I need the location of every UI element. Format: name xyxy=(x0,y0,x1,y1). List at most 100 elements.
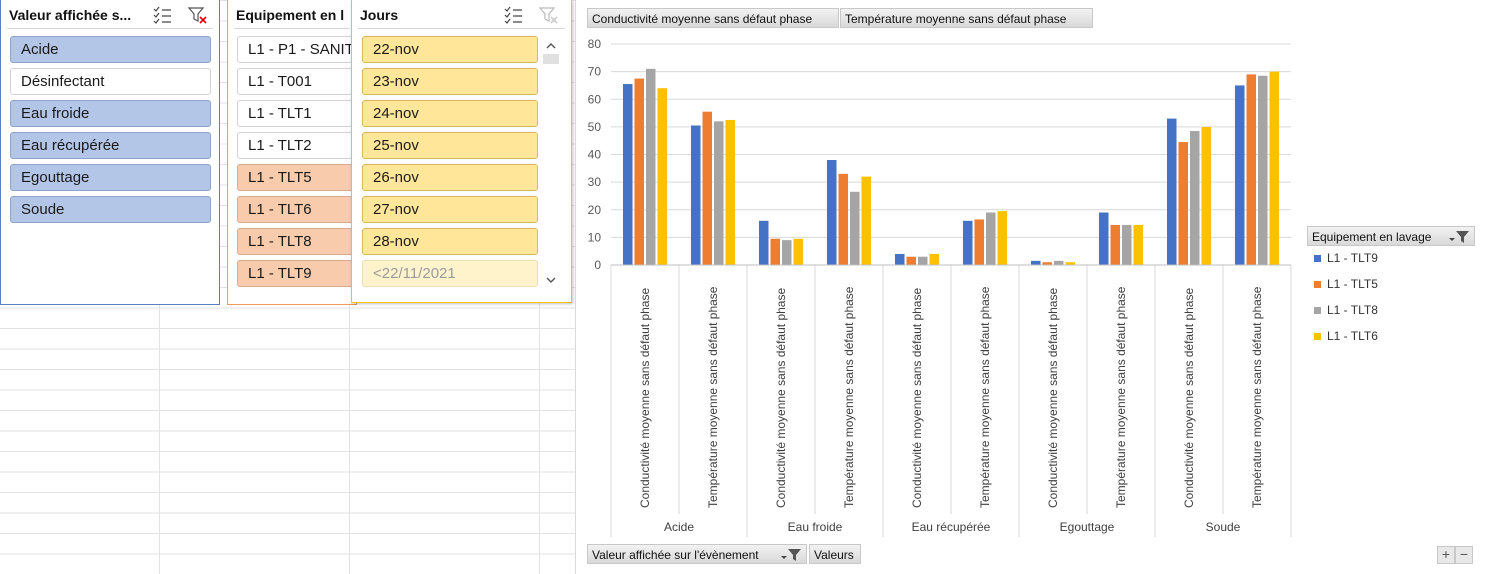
pivot-chart[interactable]: Conductivité moyenne sans défaut phase T… xyxy=(575,0,1487,574)
slicer-item[interactable]: Acide xyxy=(10,36,211,63)
bar xyxy=(1110,224,1120,265)
bar xyxy=(691,125,701,266)
slicer-item[interactable]: Eau récupérée xyxy=(10,132,211,159)
slicer-scrollbar[interactable] xyxy=(542,36,560,292)
slicer-item[interactable]: Désinfectant xyxy=(10,68,211,95)
slicer-title: Jours xyxy=(360,7,399,23)
bar xyxy=(918,256,928,265)
legend-label: L1 - TLT8 xyxy=(1327,303,1378,317)
values-field-button[interactable]: Valeurs xyxy=(809,544,861,564)
bar xyxy=(1054,260,1064,265)
filter-dropdown-icon[interactable] xyxy=(1448,230,1470,244)
y-tick-label: 60 xyxy=(588,92,602,106)
bar xyxy=(657,88,667,265)
bar xyxy=(997,211,1007,265)
bar xyxy=(623,84,633,266)
multi-select-icon[interactable] xyxy=(151,5,173,25)
bar xyxy=(827,160,837,265)
chart-plot: 0 10 20 30 40 50 60 70 80 Conductivité moyenne sa… xyxy=(588,37,1292,537)
bar xyxy=(782,240,792,265)
bar xyxy=(1190,131,1200,265)
axis-field-button[interactable]: Valeur affichée sur l'évènement xyxy=(587,544,807,564)
bar xyxy=(838,173,848,265)
slicer-jours[interactable]: Jours 22-nov 23-nov 24-nov 25-nov 26-nov 27-n… xyxy=(351,0,572,303)
legend-swatch xyxy=(1314,281,1321,289)
y-tick-label: 80 xyxy=(588,37,602,51)
slicer-item[interactable]: Soude xyxy=(10,196,211,223)
legend-swatch xyxy=(1314,255,1321,263)
slicer-item[interactable]: L1 - TLT8 xyxy=(237,228,372,255)
bar xyxy=(850,191,860,265)
slicer-item[interactable]: L1 - P1 - SANIT xyxy=(237,36,372,63)
y-tick-label: 20 xyxy=(588,203,602,217)
field-button-conductivite[interactable]: Conductivité moyenne sans défaut phase xyxy=(587,8,839,28)
bar xyxy=(1122,224,1132,265)
x-sub-label: Conductivité moyenne sans défaut phase xyxy=(638,288,652,508)
legend-field-button[interactable]: Equipement en lavage xyxy=(1307,226,1475,246)
bar xyxy=(1065,262,1075,265)
slicer-item[interactable]: <22/11/2021 xyxy=(362,260,538,287)
x-sub-label: Température moyenne sans défaut phase xyxy=(1114,286,1128,508)
x-sub-label: Température moyenne sans défaut phase xyxy=(842,286,856,508)
x-sub-label: Conductivité moyenne sans défaut phase xyxy=(1182,288,1196,508)
slicer-item[interactable]: L1 - TLT9 xyxy=(237,260,372,287)
x-group-label: Eau froide xyxy=(788,520,843,534)
y-tick-label: 50 xyxy=(588,120,602,134)
slicer-title: Valeur affichée s... xyxy=(9,7,132,23)
scroll-up-icon xyxy=(546,43,556,49)
slicer-item[interactable]: L1 - TLT5 xyxy=(237,164,372,191)
bar xyxy=(906,256,916,265)
slicer-item[interactable]: 25-nov xyxy=(362,132,538,159)
bar xyxy=(759,220,769,265)
slicer-item[interactable]: L1 - T001 xyxy=(237,68,372,95)
axis-field-label: Valeur affichée sur l'évènement xyxy=(592,548,759,562)
bar xyxy=(974,219,984,265)
expand-field-button[interactable]: + xyxy=(1437,546,1455,564)
y-tick-label: 0 xyxy=(594,258,601,272)
multi-select-icon[interactable] xyxy=(502,5,524,25)
x-group-label: Acide xyxy=(664,520,694,534)
slicer-item[interactable]: 26-nov xyxy=(362,164,538,191)
slicer-item[interactable]: 22-nov xyxy=(362,36,538,63)
bar xyxy=(646,68,656,265)
legend-label: L1 - TLT9 xyxy=(1327,251,1378,265)
slicer-item[interactable]: 27-nov xyxy=(362,196,538,223)
x-sub-label: Température moyenne sans défaut phase xyxy=(978,286,992,508)
slicer-item[interactable]: 24-nov xyxy=(362,100,538,127)
slicer-item[interactable]: 28-nov xyxy=(362,228,538,255)
clear-filter-icon[interactable] xyxy=(538,5,560,25)
slicer-item[interactable]: 23-nov xyxy=(362,68,538,95)
bar xyxy=(770,238,780,265)
legend-field-label: Equipement en lavage xyxy=(1312,230,1432,244)
bar xyxy=(1201,126,1211,265)
x-group-label: Soude xyxy=(1206,520,1241,534)
field-button-temperature[interactable]: Température moyenne sans défaut phase xyxy=(840,8,1093,28)
slicer-valeur-affichee[interactable]: Valeur affichée s... Acide Désinfectant Ea… xyxy=(0,0,220,305)
collapse-field-button[interactable]: − xyxy=(1455,546,1473,564)
bar xyxy=(725,119,735,265)
clear-filter-icon[interactable] xyxy=(187,5,209,25)
x-sub-label: Température moyenne sans défaut phase xyxy=(1250,286,1264,508)
legend-entry: L1 - TLT8 xyxy=(1314,303,1378,317)
bar xyxy=(1167,118,1177,266)
bar xyxy=(1269,71,1279,265)
x-sub-label: Température moyenne sans défaut phase xyxy=(706,286,720,508)
y-tick-label: 10 xyxy=(588,230,602,244)
filter-dropdown-icon[interactable] xyxy=(780,548,802,562)
bar xyxy=(861,176,871,265)
x-sub-label: Conductivité moyenne sans défaut phase xyxy=(910,288,924,508)
legend-swatch xyxy=(1314,333,1321,341)
slicer-equipement[interactable]: Equipement en l L1 - P1 - SANIT L1 - T001… xyxy=(227,0,372,305)
legend-entry: L1 - TLT5 xyxy=(1314,277,1378,291)
x-group-label: Eau récupérée xyxy=(912,520,991,534)
slicer-item[interactable]: L1 - TLT2 xyxy=(237,132,372,159)
slicer-item[interactable]: Eau froide xyxy=(10,100,211,127)
x-sub-label: Conductivité moyenne sans défaut phase xyxy=(1046,288,1060,508)
bar xyxy=(1246,74,1256,265)
bar xyxy=(963,220,973,265)
slicer-item[interactable]: L1 - TLT6 xyxy=(237,196,372,223)
slicer-item[interactable]: Egouttage xyxy=(10,164,211,191)
slicer-item[interactable]: L1 - TLT1 xyxy=(237,100,372,127)
legend-label: L1 - TLT5 xyxy=(1327,277,1378,291)
bar xyxy=(1031,260,1041,265)
